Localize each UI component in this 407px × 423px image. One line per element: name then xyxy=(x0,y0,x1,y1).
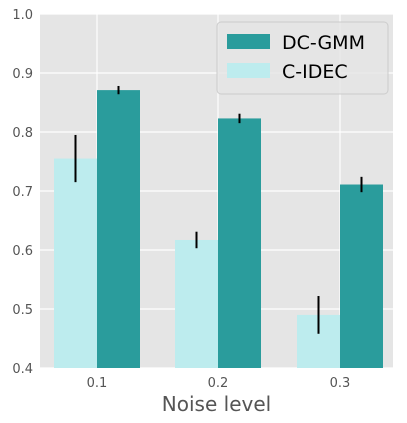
legend: DC-GMM C-IDEC xyxy=(216,21,389,95)
bar-c-idec-0.2 xyxy=(175,239,218,368)
legend-swatch-c-idec xyxy=(227,63,270,78)
legend-label-dc-gmm: DC-GMM xyxy=(282,32,365,54)
y-tick-label: 1.0 xyxy=(12,8,33,23)
y-tick-label: 0.7 xyxy=(12,185,33,200)
y-tick-labels: 0.4 0.5 0.6 0.7 0.8 0.9 1.0 xyxy=(12,8,33,377)
x-axis-label: Noise level xyxy=(162,392,271,416)
x-tick-labels: 0.1 0.2 0.3 xyxy=(87,376,351,391)
legend-label-c-idec: C-IDEC xyxy=(282,61,348,83)
y-tick-label: 0.9 xyxy=(12,67,33,82)
error-bars xyxy=(74,85,363,334)
legend-swatch-dc-gmm xyxy=(227,34,270,49)
bar-dc-gmm-0.3 xyxy=(340,184,383,368)
x-tick-label: 0.3 xyxy=(330,376,351,391)
y-tick-label: 0.4 xyxy=(12,362,33,377)
bars xyxy=(54,90,383,369)
bar-dc-gmm-0.1 xyxy=(97,90,140,369)
x-tick-label: 0.1 xyxy=(87,376,108,391)
y-tick-label: 0.8 xyxy=(12,126,33,141)
y-tick-label: 0.6 xyxy=(12,244,33,259)
bar-c-idec-0.1 xyxy=(54,158,97,368)
x-tick-label: 0.2 xyxy=(208,376,229,391)
bar-dc-gmm-0.2 xyxy=(218,118,261,369)
y-tick-label: 0.5 xyxy=(12,303,33,318)
